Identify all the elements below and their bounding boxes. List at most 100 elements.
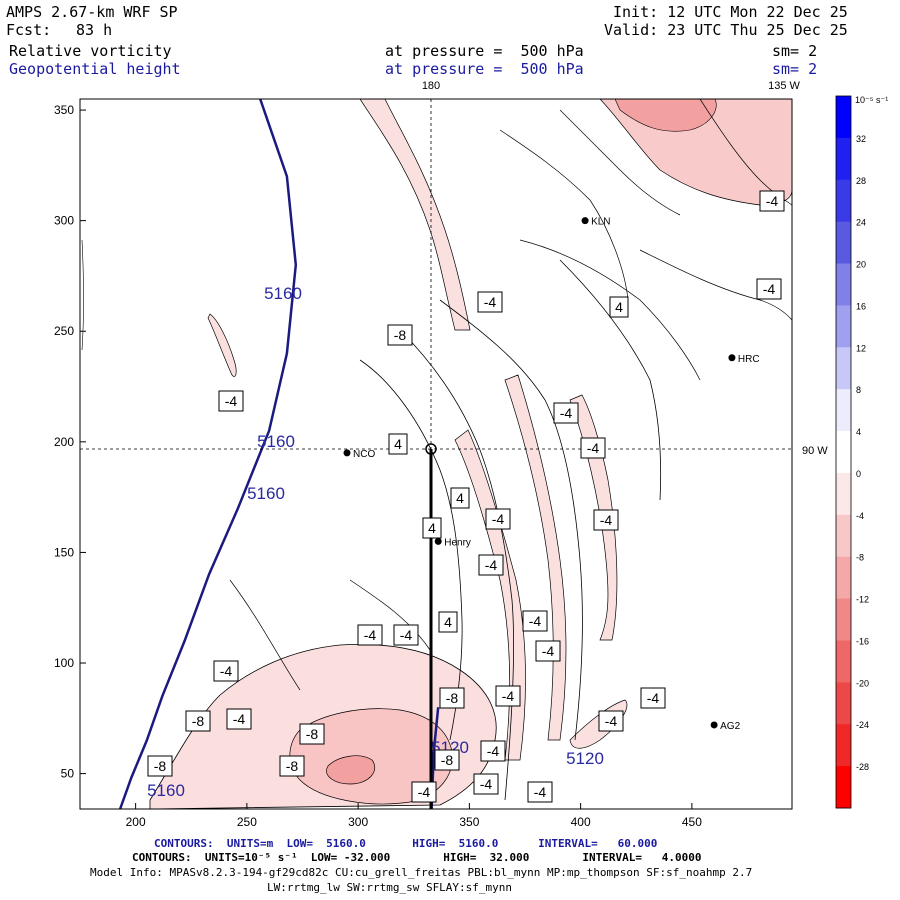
vorticity-contour-info: CONTOURS: UNITS=10⁻⁵ s⁻¹ LOW= -32.000 HI… (132, 851, 702, 864)
vorticity-label-box (226, 708, 252, 730)
vorticity-label-box (480, 740, 506, 762)
vorticity-contour-label: -4 (502, 688, 515, 704)
colorbar-tick-label: 0 (856, 469, 861, 479)
vorticity-contour-label: -4 (560, 405, 573, 421)
vort-fill-small-west (207, 313, 237, 377)
init-time: Init: 12 UTC Mon 22 Dec 25 (613, 3, 848, 21)
model-info: Model Info: MPASv8.2.3-194-gf29cd82c CU:… (90, 866, 753, 879)
vort-line-4 (559, 259, 662, 501)
field1-name: Relative vorticity (9, 42, 172, 60)
vorticity-contour-label: -4 (600, 512, 613, 528)
vorticity-contour-label: -4 (763, 281, 776, 297)
x-tick-label: 350 (459, 815, 479, 829)
vorticity-contour-label: -4 (364, 627, 377, 643)
station-label: Henry (444, 537, 471, 548)
station-dot (434, 537, 442, 545)
vorticity-label-box (473, 773, 499, 795)
colorbar-swatch (836, 556, 851, 600)
vorticity-contour-label: -4 (542, 643, 555, 659)
vort-line-7 (349, 579, 431, 651)
vort-line-12 (81, 239, 84, 351)
vorticity-label-box (522, 610, 548, 632)
vorticity-label-box (609, 296, 629, 318)
colorbar-tick-label: -12 (856, 595, 869, 605)
vorticity-contour-label: -4 (400, 627, 413, 643)
vorticity-label-box (411, 781, 437, 803)
vorticity-contour-label: -4 (529, 613, 542, 629)
vorticity-contour-label: -4 (233, 711, 246, 727)
colorbar-units: 10⁻⁵ s⁻¹ (855, 95, 888, 105)
vorticity-contour-label: -4 (487, 743, 500, 759)
vorticity-label-box (218, 390, 244, 412)
vorticity-label-box (422, 517, 442, 539)
vorticity-label-box (495, 685, 521, 707)
vort-fill-upper-right-core (614, 99, 717, 132)
colorbar-tick-label: -8 (856, 553, 864, 563)
colorbar-tick-label: 32 (856, 134, 866, 144)
colorbar-swatch (836, 179, 851, 223)
colorbar-tick-label: -16 (856, 636, 869, 646)
colorbar-swatch (836, 514, 851, 558)
model-info-cont: LW:rrtmg_lw SW:rrtmg_sw SFLAY:sf_mynn (267, 881, 513, 894)
vorticity-contour-label: 4 (428, 520, 436, 536)
vort-fill-max (326, 755, 376, 785)
vorticity-label-layer: -8-4 4-4-4-44-4-44-4 -44-4-4 -44 -4-4-4-8 -4-… (147, 190, 785, 803)
vorticity-label-box (485, 508, 511, 530)
vorticity-contour-label: -8 (306, 726, 319, 742)
vorticity-label-box (553, 402, 579, 424)
field1-level: at pressure = 500 hPa (385, 42, 584, 60)
model-name: AMPS 2.67-km WRF SP (6, 3, 178, 21)
colorbar-swatch (836, 263, 851, 306)
field2-smoothing: sm= 2 (772, 60, 818, 78)
y-tick-label: 300 (54, 214, 74, 228)
vorticity-label-box (185, 710, 211, 732)
x-tick-label: 250 (237, 815, 257, 829)
colorbar-swatch (836, 640, 851, 683)
vorticity-label-box (279, 755, 305, 777)
vorticity-contour-label: -4 (484, 294, 497, 310)
vort-line-6 (519, 239, 701, 381)
vorticity-contour-label: -4 (605, 713, 618, 729)
colorbar-tick-label: 8 (856, 385, 861, 395)
vort-fill-core (289, 708, 453, 805)
station-layer: NCO Henry KLN HRC AG2 (343, 217, 760, 732)
colorbar-swatch (836, 766, 851, 809)
cross-section-marker (425, 443, 437, 455)
lon-180-label: 180 (422, 80, 440, 92)
colorbar-tick-label: 12 (856, 343, 866, 353)
vorticity-label-box (213, 660, 239, 682)
vorticity-label-box (299, 723, 325, 745)
vorticity-contour-label: 4 (456, 490, 464, 506)
colorbar-tick-label: 20 (856, 260, 866, 270)
vort-fill-band-2 (504, 374, 567, 741)
colorbar-tick-label: -24 (856, 720, 869, 730)
colorbar-swatch (836, 724, 851, 767)
vorticity-contour-label: -4 (492, 511, 505, 527)
colorbar-tick-label: -20 (856, 678, 869, 688)
height-contour-info: CONTOURS: UNITS=m LOW= 5160.0 HIGH= 5160… (154, 837, 658, 850)
station-label: HRC (738, 354, 760, 365)
field2-level: at pressure = 500 hPa (385, 60, 584, 78)
vort-line-8 (229, 579, 301, 691)
axis-layer: 200 250 300 350 400 450 50 100 150 200 250 300 350 (54, 103, 702, 829)
station-dot (710, 721, 718, 729)
colorbar-swatch (836, 682, 851, 725)
vort-line-1 (359, 359, 463, 741)
vorticity-contour-label: -8 (446, 690, 459, 706)
station-label: AG2 (720, 721, 740, 732)
station-dot (728, 354, 736, 362)
vorticity-label-box (759, 190, 785, 212)
colorbar-swatch (836, 431, 851, 474)
x-tick-label: 300 (348, 815, 368, 829)
vorticity-contour-label: -4 (418, 784, 431, 800)
vorticity-label-box (147, 755, 173, 777)
vorticity-label-box (640, 687, 666, 709)
colorbar: 32 28 24 20 16 12 8 4 0 -4 -8 -12 -16 -20 -24 -28 10⁻⁵ s… (835, 95, 888, 809)
vorticity-label-box (478, 554, 504, 576)
colorbar-tick-label: 16 (856, 301, 866, 311)
y-tick-label: 150 (54, 545, 74, 559)
vorticity-contour-label: -4 (647, 690, 660, 706)
vorticity-contour-label: -4 (225, 393, 238, 409)
